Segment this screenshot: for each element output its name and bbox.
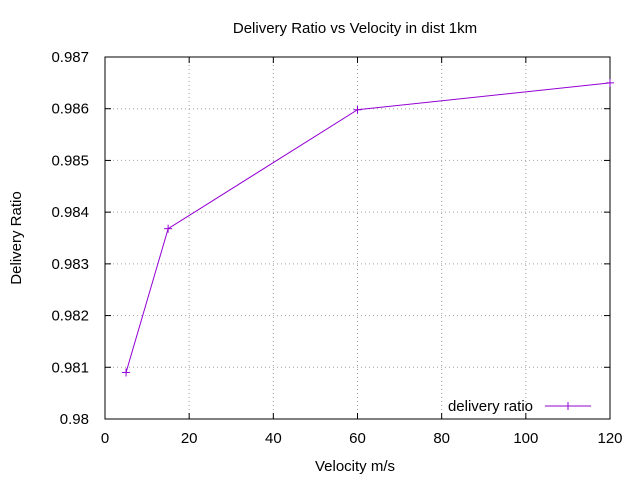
y-tick-label: 0.981	[51, 359, 89, 376]
x-tick-label: 100	[513, 430, 538, 447]
chart-title: Delivery Ratio vs Velocity in dist 1km	[233, 20, 477, 37]
x-tick-label: 40	[265, 430, 282, 447]
plot-border	[104, 56, 611, 420]
x-axis-title: Velocity m/s	[315, 458, 395, 475]
x-tick-label: 60	[349, 430, 366, 447]
data-point	[164, 224, 173, 233]
y-tick-label: 0.984	[51, 204, 89, 221]
x-tick-label: 20	[181, 430, 198, 447]
series-layer	[122, 78, 614, 377]
y-axis-title: Delivery Ratio	[8, 191, 25, 284]
y-tick-label: 0.985	[51, 152, 89, 169]
grid	[105, 57, 610, 419]
data-point	[606, 78, 614, 87]
data-point	[122, 368, 131, 377]
y-tick-label: 0.98	[60, 411, 89, 428]
x-tick-label: 80	[433, 430, 450, 447]
legend-marker	[564, 402, 572, 410]
y-tick-label: 0.987	[51, 49, 89, 66]
series-line	[125, 82, 611, 373]
data-point	[353, 105, 362, 114]
x-tick-label: 0	[101, 430, 109, 447]
y-tick-label: 0.982	[51, 308, 89, 325]
legend: delivery ratio	[448, 398, 591, 415]
x-tick-label: 120	[597, 430, 622, 447]
legend-label: delivery ratio	[448, 398, 533, 415]
y-tick-label: 0.983	[51, 256, 89, 273]
tick-labels: 0 20 40 60 80 100 120 0.98 0.981 0.982 0.983 0.984 0…	[51, 49, 622, 447]
y-tick-label: 0.986	[51, 101, 89, 118]
